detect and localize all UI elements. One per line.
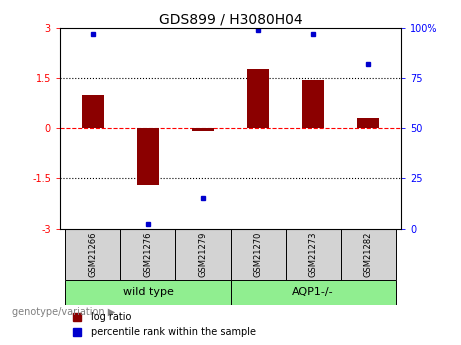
Bar — [285, 228, 341, 280]
Text: GSM21276: GSM21276 — [143, 231, 153, 277]
Bar — [65, 280, 230, 305]
Bar — [230, 280, 396, 305]
Bar — [302, 79, 324, 128]
Text: GSM21279: GSM21279 — [199, 231, 207, 277]
Bar — [247, 69, 269, 128]
Bar — [176, 228, 230, 280]
Bar — [357, 118, 379, 128]
Bar — [82, 95, 104, 128]
Text: GSM21266: GSM21266 — [89, 231, 97, 277]
Bar — [65, 228, 120, 280]
Text: wild type: wild type — [123, 287, 173, 297]
Text: log ratio: log ratio — [91, 312, 131, 322]
Bar — [341, 228, 396, 280]
Bar — [192, 128, 214, 131]
Bar — [230, 228, 285, 280]
Text: GSM21270: GSM21270 — [254, 231, 262, 277]
Text: percentile rank within the sample: percentile rank within the sample — [91, 326, 256, 336]
Text: GSM21273: GSM21273 — [308, 231, 318, 277]
Bar — [137, 128, 159, 185]
Title: GDS899 / H3080H04: GDS899 / H3080H04 — [159, 12, 302, 27]
Text: GSM21282: GSM21282 — [364, 231, 372, 277]
Text: AQP1-/-: AQP1-/- — [292, 287, 334, 297]
Text: genotype/variation ▶: genotype/variation ▶ — [12, 307, 115, 317]
Bar — [120, 228, 176, 280]
